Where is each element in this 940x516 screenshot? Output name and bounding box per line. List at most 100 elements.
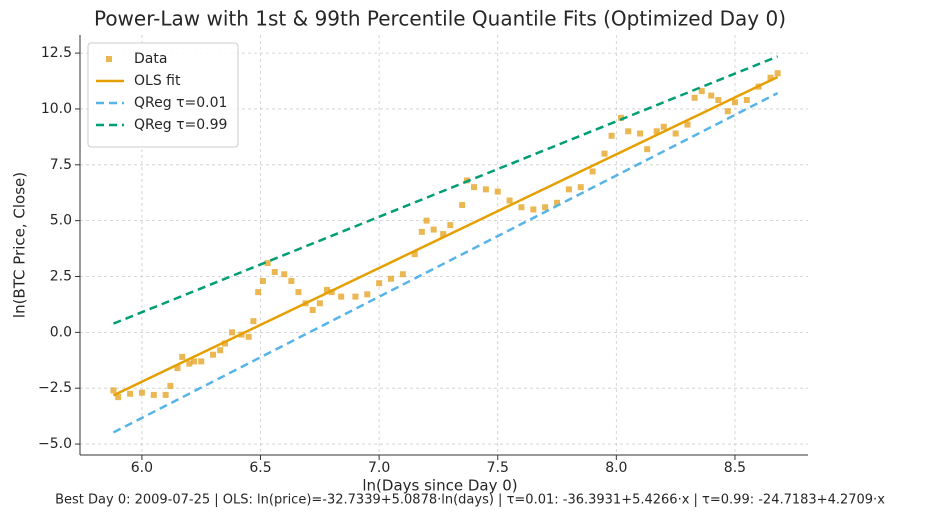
data-point — [245, 333, 252, 340]
data-point — [186, 360, 193, 367]
x-axis-label: ln(Days since Day 0) — [362, 477, 517, 495]
data-point — [423, 217, 430, 224]
data-point — [162, 391, 169, 398]
data-point — [210, 351, 217, 358]
data-point — [731, 99, 738, 106]
data-point — [518, 204, 525, 211]
data-point — [338, 293, 345, 300]
x-tick-label: 6.5 — [249, 460, 271, 476]
y-tick-label: −2.5 — [38, 380, 72, 396]
data-point — [506, 197, 513, 204]
data-point — [708, 92, 715, 99]
data-point — [767, 74, 774, 81]
data-point — [255, 289, 262, 296]
data-point — [542, 204, 549, 211]
data-point — [115, 394, 122, 401]
data-point — [309, 307, 316, 314]
data-point — [430, 226, 437, 233]
x-tick-label: 6.0 — [131, 460, 153, 476]
data-point — [250, 318, 257, 325]
chart-title: Power-Law with 1st & 99th Percentile Qua… — [94, 7, 786, 31]
y-tick-label: 5.0 — [50, 213, 72, 229]
data-point — [411, 251, 418, 258]
data-point — [440, 231, 447, 238]
data-point — [715, 97, 722, 104]
data-point — [565, 186, 572, 193]
legend: Data OLS fit QReg τ=0.01 QReg τ=0.99 — [87, 42, 239, 148]
fit-line — [112, 75, 779, 397]
data-point — [625, 128, 632, 135]
y-tick-label: 10.0 — [41, 101, 72, 117]
data-point — [418, 228, 425, 235]
y-tick-label: 2.5 — [50, 269, 72, 285]
data-point — [110, 387, 117, 394]
data-point — [724, 108, 731, 115]
x-tick-label: 7.5 — [487, 460, 509, 476]
data-point — [494, 188, 501, 195]
data-point — [698, 88, 705, 95]
data-point — [198, 358, 205, 365]
y-tick-label: 12.5 — [41, 45, 72, 61]
data-point — [191, 358, 198, 365]
data-point — [601, 150, 608, 157]
data-point — [459, 202, 466, 209]
data-point — [577, 184, 584, 191]
data-point — [691, 94, 698, 101]
data-point — [364, 291, 371, 298]
data-point — [554, 199, 561, 206]
legend-marker — [106, 56, 112, 62]
legend-frame — [87, 42, 239, 148]
data-point — [174, 365, 181, 372]
footnote: Best Day 0: 2009-07-25 | OLS: ln(price)=… — [55, 493, 885, 508]
data-point — [229, 329, 236, 336]
data-point — [323, 286, 330, 293]
data-point — [530, 206, 537, 213]
y-tick-label: 0.0 — [50, 324, 72, 340]
data-point — [589, 168, 596, 175]
fit-line — [112, 55, 779, 325]
data-point — [743, 97, 750, 104]
data-point — [138, 389, 145, 396]
data-point — [259, 277, 266, 284]
y-tick-label: −5.0 — [38, 436, 72, 452]
data-point — [660, 123, 667, 130]
data-point — [774, 70, 781, 77]
data-point — [179, 353, 186, 360]
legend-label: QReg τ=0.01 — [134, 95, 227, 111]
data-point — [295, 289, 302, 296]
data-point — [618, 114, 625, 121]
data-point — [127, 390, 134, 397]
legend-label: OLS fit — [134, 73, 181, 89]
x-tick-label: 8.0 — [605, 460, 627, 476]
data-point — [264, 260, 271, 267]
data-point — [644, 146, 651, 153]
data-point — [482, 186, 489, 193]
data-point — [316, 300, 323, 307]
data-point — [447, 222, 454, 229]
data-point — [271, 269, 278, 276]
data-point — [167, 382, 174, 389]
data-point — [608, 132, 615, 139]
data-point — [399, 271, 406, 278]
data-point — [288, 277, 295, 284]
y-tick-label: 7.5 — [50, 157, 72, 173]
legend-label: QReg τ=0.99 — [134, 117, 227, 133]
data-point — [653, 128, 660, 135]
data-point — [672, 130, 679, 137]
data-point — [471, 184, 478, 191]
data-point — [684, 121, 691, 128]
y-axis-label: ln(BTC Price, Close) — [11, 172, 29, 318]
fit-line — [112, 91, 779, 434]
data-point — [150, 391, 157, 398]
data-point — [387, 275, 394, 282]
x-tick-label: 8.5 — [724, 460, 746, 476]
data-point — [281, 271, 288, 278]
data-point — [352, 293, 359, 300]
legend-label: Data — [134, 51, 167, 67]
data-point — [328, 289, 335, 296]
data-point — [221, 340, 228, 347]
x-tick-label: 7.0 — [368, 460, 390, 476]
data-point — [637, 130, 644, 137]
data-point — [376, 280, 383, 287]
